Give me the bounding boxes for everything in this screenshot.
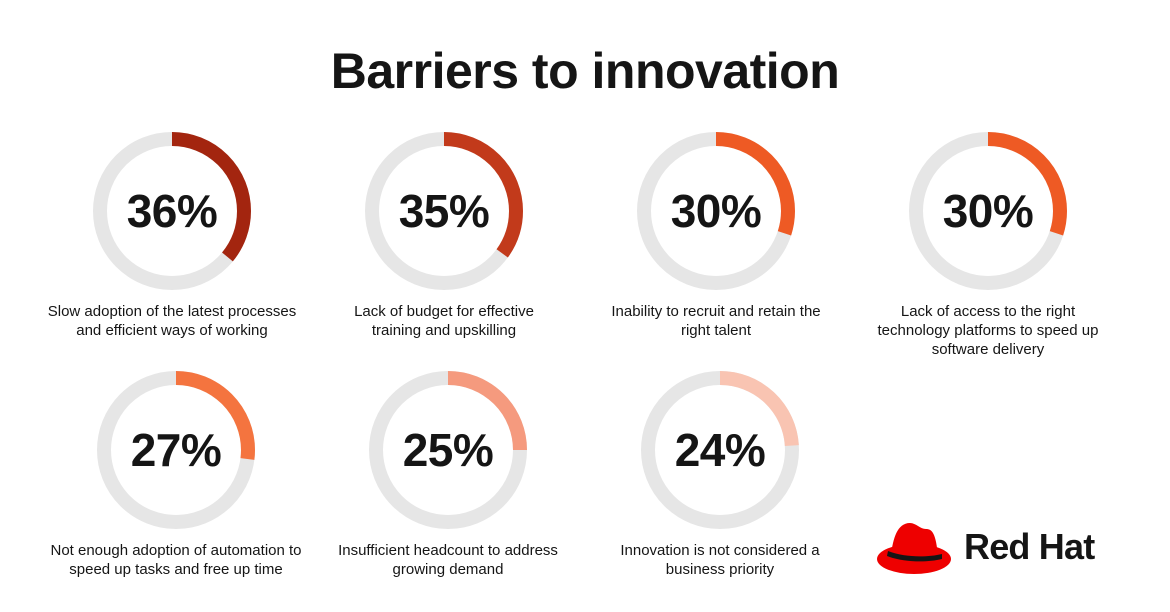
donut: 25%	[366, 368, 530, 532]
stat-card: 24% Innovation is not considered a busin…	[585, 368, 855, 579]
donut: 30%	[634, 129, 798, 293]
donut: 27%	[94, 368, 258, 532]
donut-ring	[365, 132, 523, 290]
stat-label: Slow adoption of the latest processes an…	[47, 303, 297, 339]
donut-arc	[97, 371, 255, 529]
stat-card: 36% Slow adoption of the latest processe…	[37, 129, 307, 340]
red-hat-logo: Red Hat	[876, 517, 1126, 579]
donut-ring	[909, 132, 1067, 290]
stat-card: 27% Not enough adoption of automation to…	[41, 368, 311, 579]
stat-label: Not enough adoption of automation to spe…	[50, 542, 302, 578]
page-title: Barriers to innovation	[330, 43, 840, 99]
stat-card: 25% Insufficient headcount to address gr…	[313, 368, 583, 579]
donut-ring	[93, 132, 251, 290]
donut: 35%	[362, 129, 526, 293]
red-hat-logo-icon	[877, 523, 951, 574]
stat-card: 30% Inability to recruit and retain the …	[581, 129, 851, 340]
brand-name: Red Hat	[964, 526, 1095, 567]
stat-label: Innovation is not considered a business …	[620, 542, 820, 578]
donut-arc	[637, 132, 795, 290]
donut: 24%	[638, 368, 802, 532]
donut-ring	[97, 371, 255, 529]
donut: 30%	[906, 129, 1070, 293]
donut-arc	[909, 132, 1067, 290]
stat-card: 30% Lack of access to the right technolo…	[853, 129, 1123, 359]
percent-value: 25%	[402, 424, 494, 476]
donut-ring	[637, 132, 795, 290]
stat-card: 35% Lack of budget for effective trainin…	[309, 129, 579, 340]
stat-label: Lack of budget for effective training an…	[354, 303, 534, 339]
donut-arc	[369, 371, 527, 529]
donut-arc	[641, 371, 799, 529]
donut-arc	[365, 132, 523, 290]
stat-label: Lack of access to the right technology p…	[877, 303, 1099, 358]
donut: 36%	[90, 129, 254, 293]
percent-value: 24%	[674, 424, 766, 476]
donut-ring	[369, 371, 527, 529]
percent-value: 30%	[942, 185, 1034, 237]
stat-label: Inability to recruit and retain the righ…	[611, 303, 821, 339]
donut-arc	[93, 132, 251, 290]
stat-label: Insufficient headcount to address growin…	[338, 542, 558, 578]
donut-ring	[641, 371, 799, 529]
percent-value: 35%	[398, 185, 490, 237]
percent-value: 36%	[126, 185, 218, 237]
percent-value: 27%	[130, 424, 222, 476]
percent-value: 30%	[670, 185, 762, 237]
